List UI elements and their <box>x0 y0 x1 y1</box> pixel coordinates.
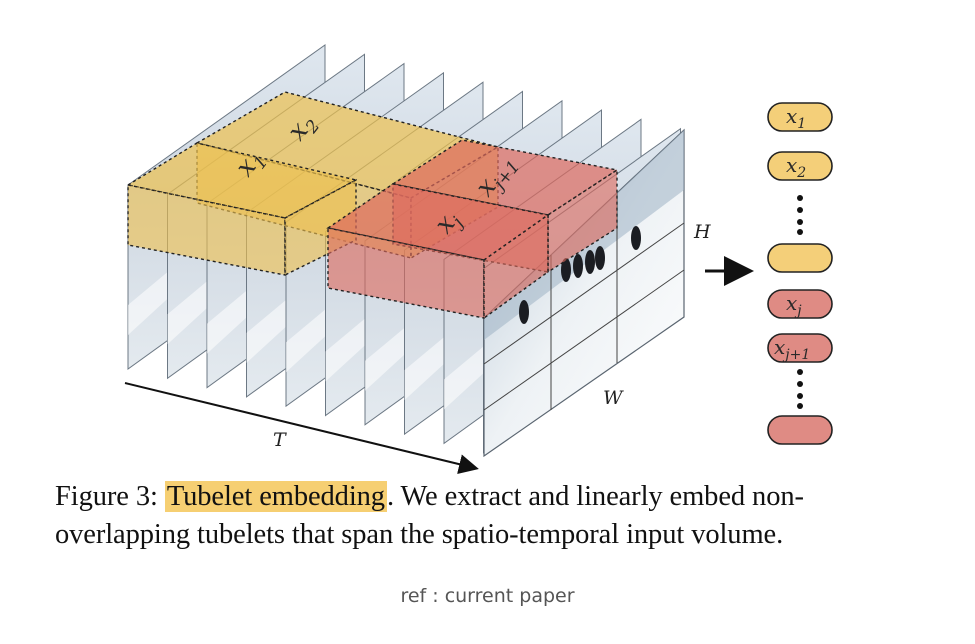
token-pill <box>767 333 833 363</box>
ellipsis-dot <box>797 207 803 213</box>
ellipsis-dot <box>797 369 803 375</box>
tubelet-xj <box>326 183 550 320</box>
w-axis-label: W <box>603 387 624 409</box>
h-axis-label: H <box>693 221 711 243</box>
token-pill <box>767 415 833 445</box>
t-axis-label: T <box>273 429 287 451</box>
token-label: x2 <box>786 153 806 181</box>
caption-prefix: Figure 3: <box>55 481 165 512</box>
front-frame-gridline <box>483 269 685 411</box>
tubelet-x1 <box>126 142 358 277</box>
tubelet-figure: T H W x1 x2 xj xj+1 x1 x2 xj xj+1 <box>124 44 833 474</box>
caption-line-2: overlapping tubelets that span the spati… <box>55 519 784 550</box>
token-pill <box>767 289 833 319</box>
reference-note: ref : current paper <box>400 585 575 607</box>
penguin-shape <box>573 254 583 278</box>
penguin-shape <box>519 300 529 324</box>
penguin-shape <box>585 250 595 274</box>
ellipsis-dot <box>797 219 803 225</box>
ellipsis-dot <box>797 195 803 201</box>
penguin-shape <box>561 258 571 282</box>
front-frame-gridline <box>483 222 685 365</box>
token-label: x1 <box>786 104 806 132</box>
caption-line1-rest: . We extract and linearly embed non- <box>386 481 804 512</box>
penguin-shape <box>595 246 605 270</box>
ellipsis-dot <box>797 229 803 235</box>
token-pill <box>767 243 833 273</box>
token-label: xj+1 <box>774 335 810 363</box>
penguin-shape <box>631 226 641 250</box>
caption-highlight: Tubelet embedding <box>164 481 387 512</box>
token-pill <box>767 102 833 132</box>
token-label: xj <box>786 291 802 319</box>
tubelet-xj-side <box>483 213 549 320</box>
caption-line-1: Figure 3: Tubelet embedding. We extract … <box>55 478 935 516</box>
ellipsis-dot <box>797 403 803 409</box>
figure-caption: Figure 3: Tubelet embedding. We extract … <box>55 478 935 554</box>
token-sequence: x1 x2 xj xj+1 <box>767 102 833 445</box>
t-axis-arrow <box>124 382 479 474</box>
ellipsis-dot <box>797 393 803 399</box>
tubelet-x1-top <box>126 142 358 219</box>
ellipsis-dot <box>797 381 803 387</box>
token-pill <box>767 151 833 181</box>
tubelet-boxes <box>126 91 619 320</box>
